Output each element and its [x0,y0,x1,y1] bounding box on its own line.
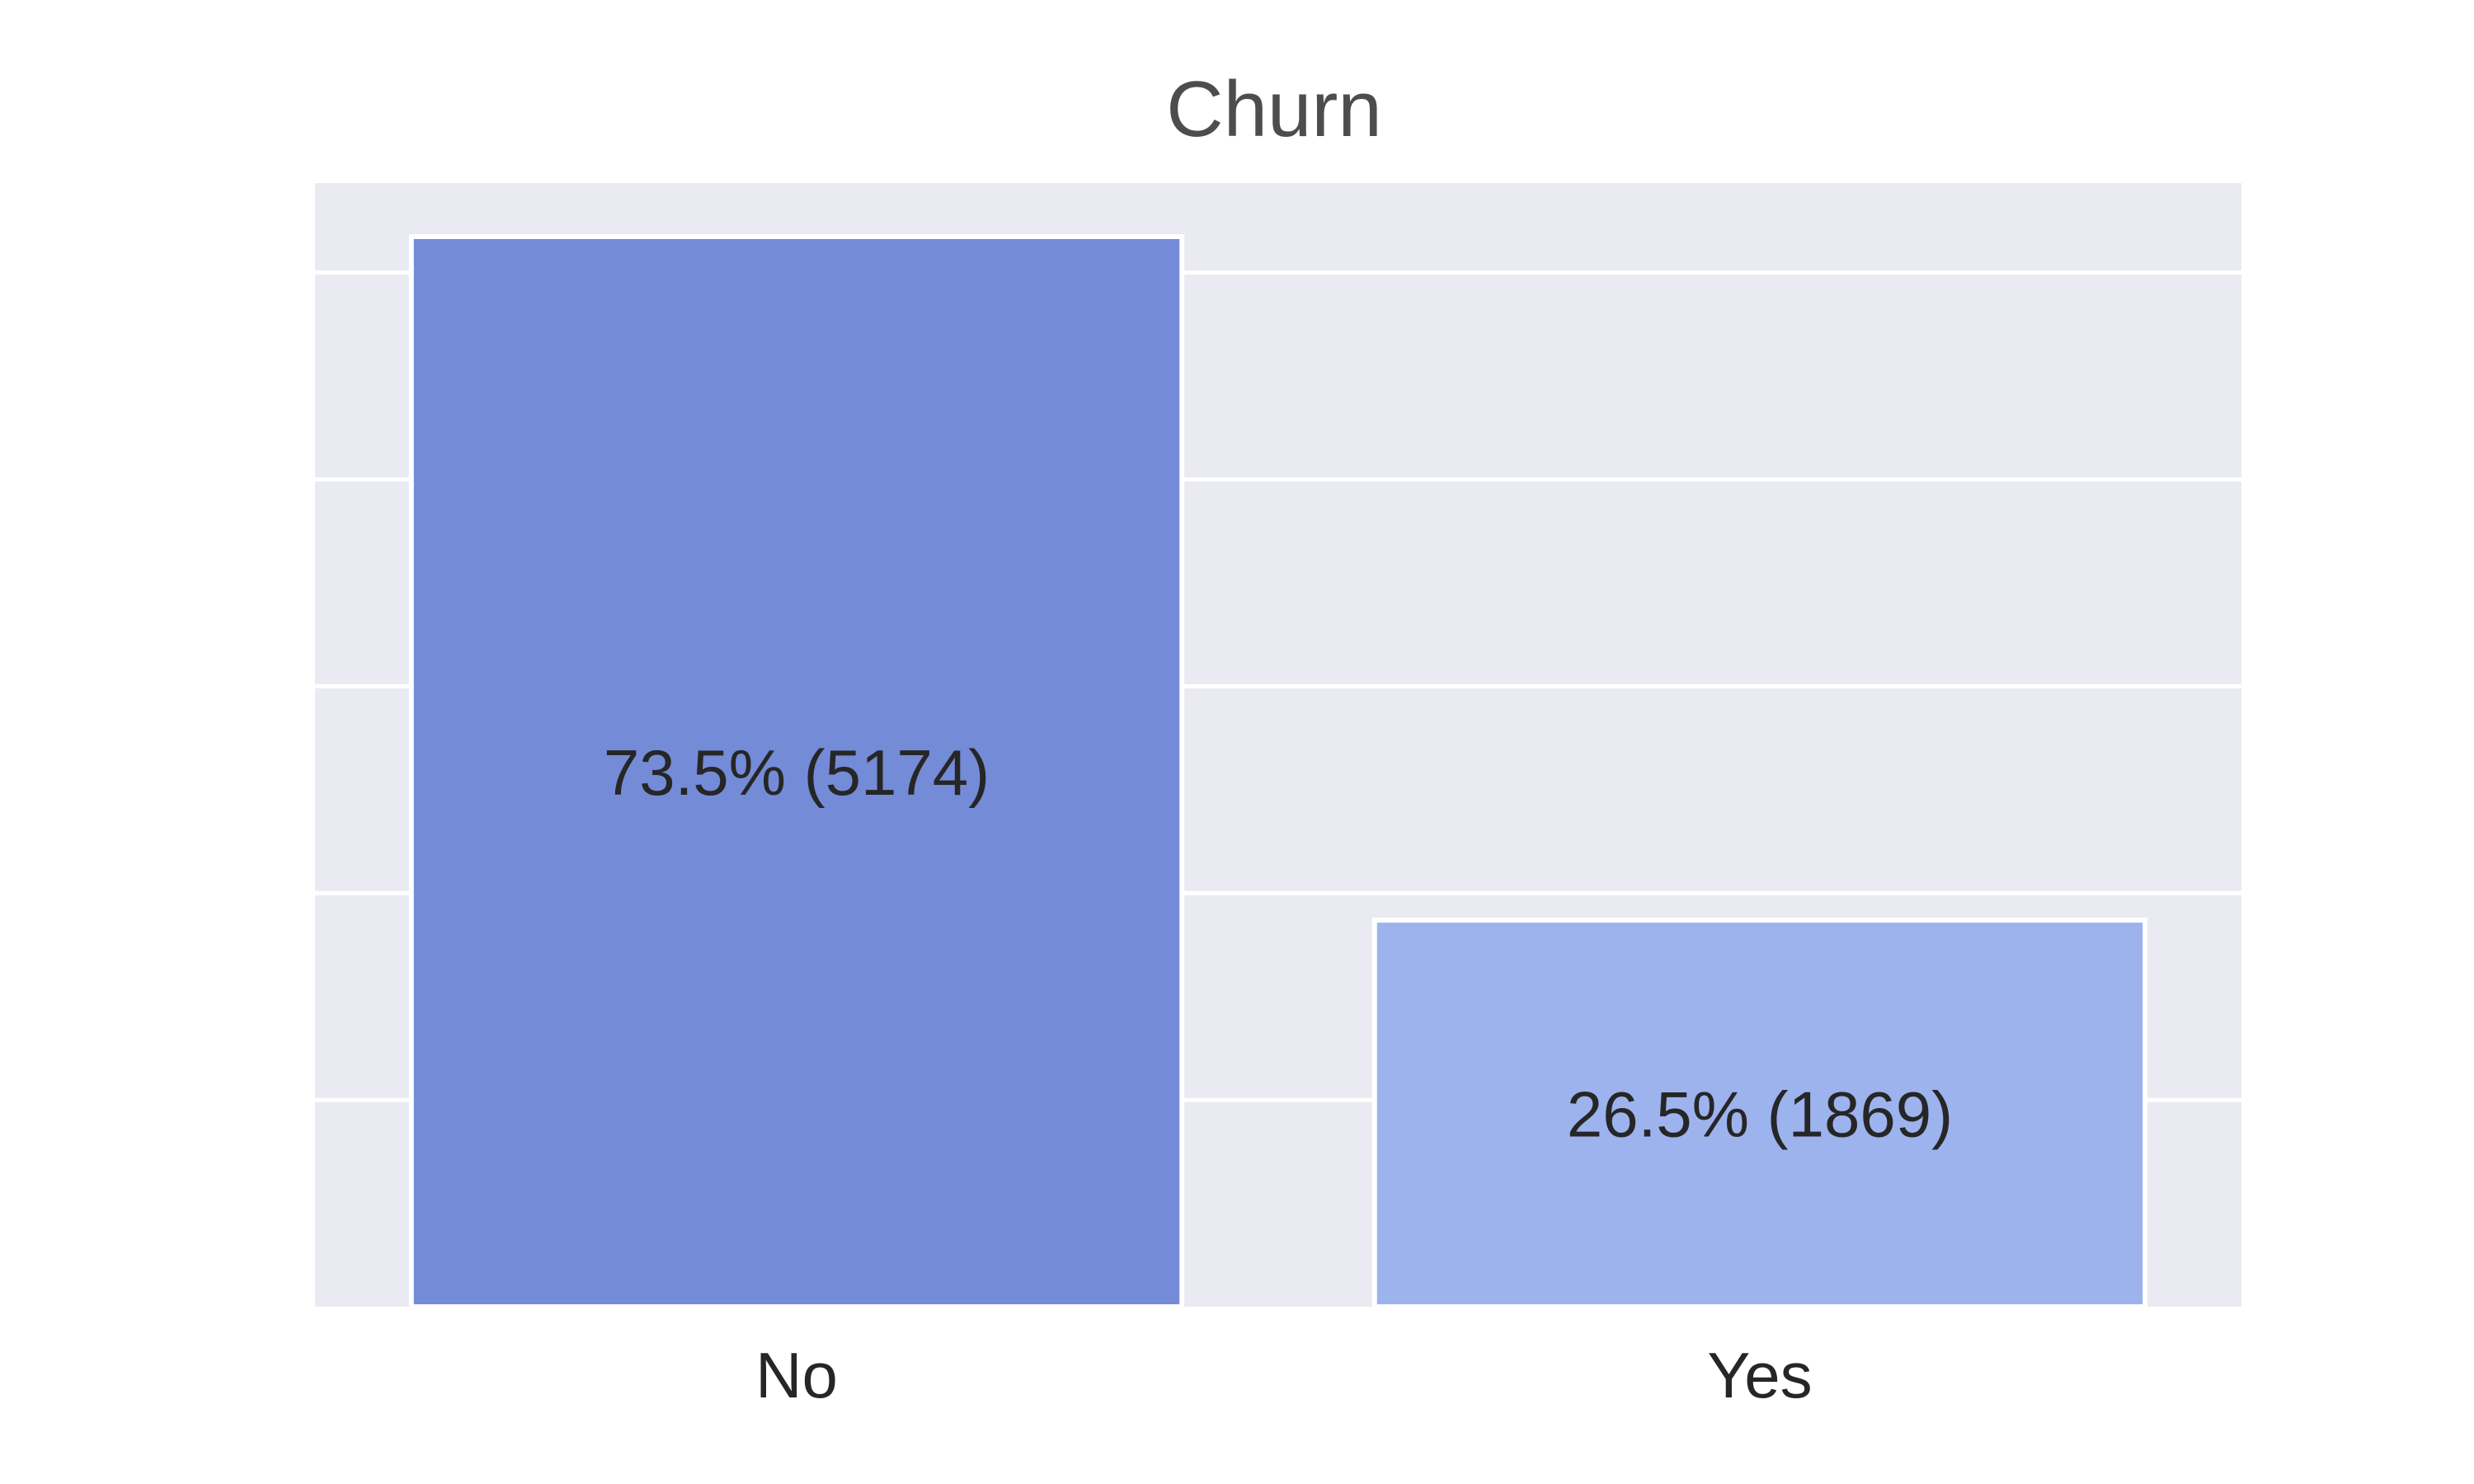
chart-title: Churn [1166,65,1381,153]
x-tick-label-yes: Yes [1707,1339,1812,1411]
bar-value-label-no: 73.5% (5174) [604,736,990,809]
bars [408,233,2148,1309]
bar-value-labels: 73.5% (5174) 26.5% (1869) [604,736,1953,1151]
bar-yes [1371,918,2148,1309]
x-axis-tick-labels: No Yes [755,1339,1812,1411]
bar-no [408,233,1185,1309]
x-tick-label-no: No [755,1339,838,1411]
bar-value-label-yes: 26.5% (1869) [1567,1078,1953,1151]
